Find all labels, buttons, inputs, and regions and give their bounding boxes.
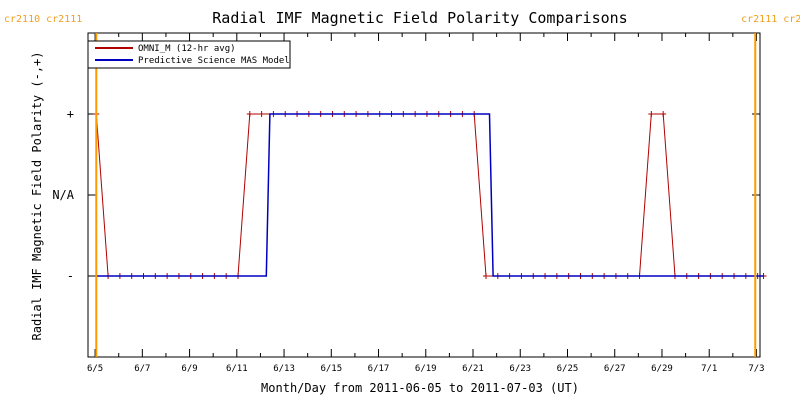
data-point-omni	[660, 111, 667, 117]
y-axis-label: Radial IMF Magnetic Field Polarity (-,+)	[30, 52, 44, 341]
x-tick-label: 7/3	[748, 364, 764, 374]
plot-frame	[87, 32, 761, 358]
y-tick-label: N/A	[52, 188, 74, 202]
chart-title: Radial IMF Magnetic Field Polarity Compa…	[212, 9, 627, 27]
x-tick-label: 6/21	[462, 364, 484, 374]
legend-box	[87, 40, 291, 69]
x-axis-label: Month/Day from 2011-06-05 to 2011-07-03 …	[261, 381, 579, 395]
x-tick-label: 6/25	[557, 364, 579, 374]
y-tick-label: +	[67, 107, 74, 121]
x-tick-label: 7/1	[701, 364, 717, 374]
series-layer	[93, 111, 767, 279]
data-point-omni	[648, 111, 655, 117]
x-tick-label: 6/17	[368, 364, 390, 374]
y-tick-label: -	[67, 269, 74, 283]
x-tick-label: 6/29	[651, 364, 673, 374]
legend: OMNI_M (12-hr avg) Predictive Science MA…	[87, 40, 291, 69]
legend-label-mas: Predictive Science MAS Model	[138, 56, 290, 66]
data-point-omni	[258, 111, 265, 117]
x-tick-labels: 6/5 6/7 6/9 6/11 6/13 6/15 6/17 6/19 6/21 6/23 6/2…	[87, 364, 765, 374]
x-tick-label: 6/13	[273, 364, 295, 374]
y-tick-labels: + N/A -	[52, 107, 74, 283]
x-tick-label: 6/27	[604, 364, 626, 374]
data-point-omni	[483, 273, 490, 279]
data-point-omni	[246, 111, 253, 117]
x-tick-label: 6/5	[87, 364, 103, 374]
x-tick-label: 6/11	[226, 364, 248, 374]
x-tick-label: 6/15	[320, 364, 342, 374]
x-tick-label: 6/9	[181, 364, 197, 374]
legend-label-omni: OMNI_M (12-hr avg)	[138, 44, 236, 54]
series-line-omni	[95, 113, 764, 277]
plot-area	[87, 32, 761, 358]
x-tick-label: 6/19	[415, 364, 437, 374]
series-line-mas	[96, 113, 764, 277]
carrington-label: cr2111 cr2112	[741, 14, 800, 25]
carrington-label: cr2110 cr2111	[4, 14, 82, 25]
x-tick-label: 6/23	[509, 364, 531, 374]
axis-ticks	[88, 33, 760, 357]
carrington-markers: cr2110 cr2111 cr2111 cr2112	[4, 14, 800, 357]
x-tick-label: 6/7	[134, 364, 150, 374]
